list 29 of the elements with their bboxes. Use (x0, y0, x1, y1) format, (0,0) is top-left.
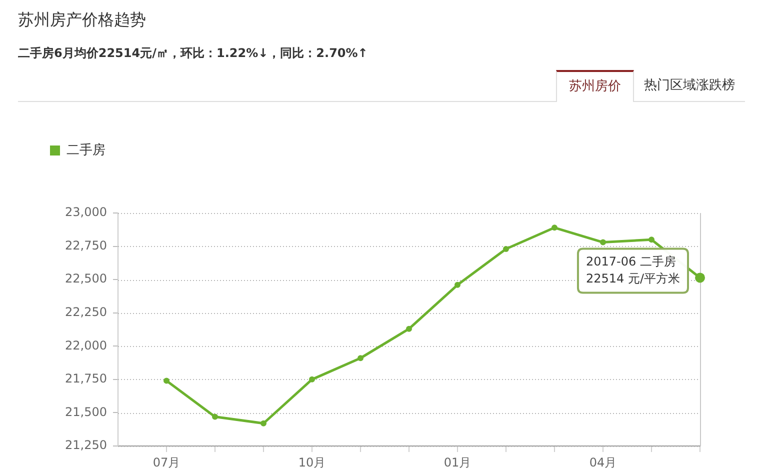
chart-title: 苏州房产价格趋势 (18, 10, 146, 31)
y-tick-label: 22,500 (65, 272, 107, 286)
x-tick-label: 07月 (152, 455, 180, 470)
point (212, 414, 218, 420)
point (358, 355, 364, 362)
point (406, 326, 412, 332)
x-tick-label: 04月 (589, 455, 617, 470)
point (454, 282, 460, 288)
y-tick-label: 22,250 (65, 304, 107, 319)
y-tick-label: 21,250 (65, 438, 107, 452)
tab: 苏州房价 (556, 70, 634, 102)
annotation: 2017-06 二手房 22514 元/平方米 (586, 254, 680, 286)
point (552, 224, 558, 231)
y-tick-label: 21,500 (65, 404, 107, 419)
x-tick-label: 10月 (298, 455, 326, 470)
point (648, 236, 654, 243)
point (600, 239, 606, 246)
y-tick-label: 22,000 (65, 338, 107, 352)
x-tick-label: 01月 (444, 455, 472, 470)
y-tick-label: 23,000 (65, 205, 107, 220)
chart-subtitle: 二手房6月均价22514元/㎡，环比：1.22%↓，同比：2.70%↑ (18, 45, 368, 62)
y-tick-label: 22,750 (65, 238, 107, 252)
y-tick-label: 21,750 (65, 372, 107, 386)
legend-label: 二手房 (66, 142, 106, 158)
text: 热门区域涨跌榜 (644, 78, 735, 93)
point (309, 376, 315, 382)
point (164, 378, 170, 384)
point (503, 246, 509, 252)
point (260, 420, 266, 426)
